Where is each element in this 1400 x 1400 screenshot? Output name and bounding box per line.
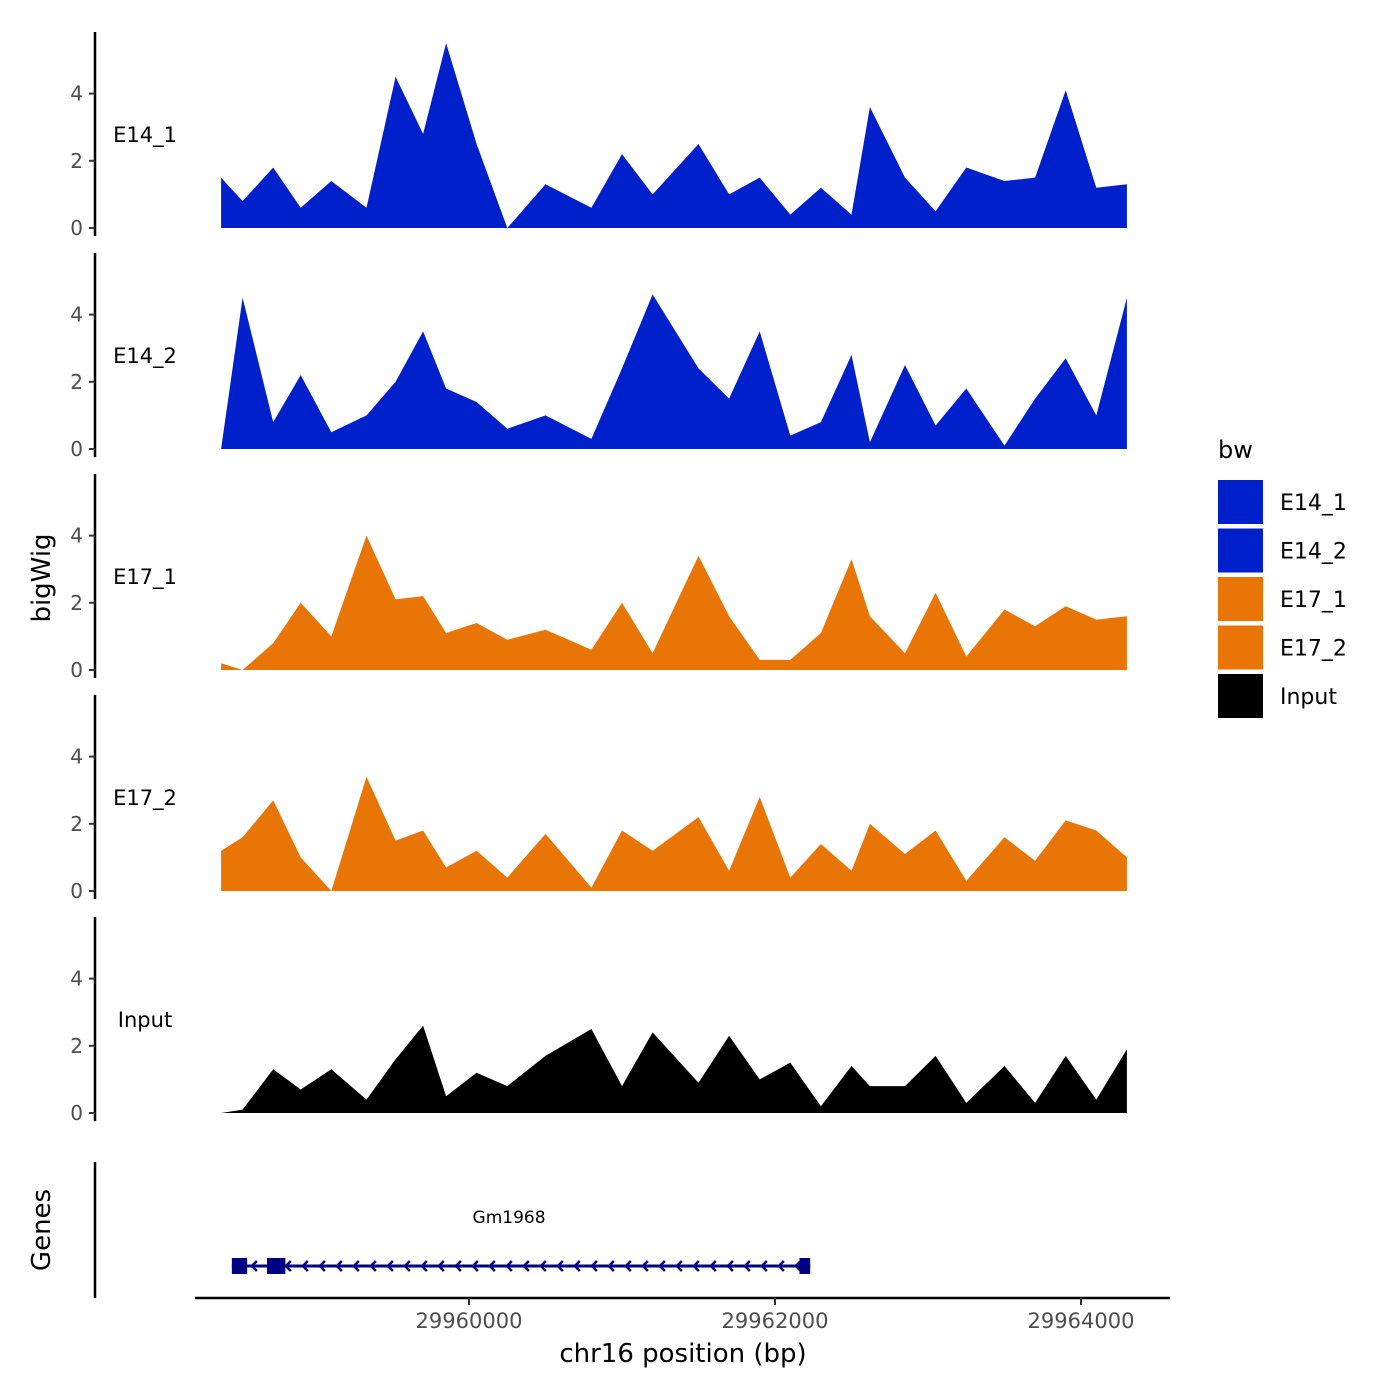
y-tick-label: 4 — [70, 745, 83, 769]
strand-arrow — [743, 1260, 751, 1272]
strand-arrow — [488, 1260, 496, 1272]
legend-label: E14_2 — [1280, 540, 1347, 565]
track-label: E17_1 — [113, 565, 177, 590]
strand-arrow — [505, 1260, 513, 1272]
y-tick-label: 0 — [70, 216, 83, 240]
strand-arrow — [760, 1260, 768, 1272]
x-tick-label: 29964000 — [1028, 1309, 1135, 1333]
strand-arrow — [437, 1260, 445, 1272]
strand-arrow — [675, 1260, 683, 1272]
y-tick-label: 2 — [70, 812, 83, 836]
y-tick-label: 4 — [70, 82, 83, 106]
legend-title: bw — [1218, 436, 1253, 464]
track-e17_2: 0 2 4 E17_2 — [70, 695, 1127, 903]
gene-exon — [267, 1258, 286, 1274]
legend-label: E17_2 — [1280, 637, 1347, 662]
strand-arrow — [454, 1260, 462, 1272]
gene-model: Gm1968 — [231, 1208, 811, 1274]
legend-key-input — [1218, 674, 1263, 718]
track-e14_2: 0 2 4 E14_2 — [70, 253, 1127, 461]
strand-arrow — [709, 1260, 717, 1272]
y-tick-label: 2 — [70, 1034, 83, 1058]
legend-key-e14_2 — [1218, 528, 1263, 573]
strand-arrow — [250, 1260, 258, 1272]
x-axis-title: chr16 position (bp) — [559, 1339, 806, 1369]
coverage-area-input — [221, 1025, 1127, 1113]
strand-arrow — [692, 1260, 700, 1272]
strand-arrow — [624, 1260, 632, 1272]
gene-exon — [231, 1258, 248, 1274]
coverage-area-e14_2 — [221, 294, 1127, 449]
strand-arrow — [318, 1260, 326, 1272]
strand-arrow — [369, 1260, 377, 1272]
strand-arrow — [352, 1260, 360, 1272]
y-tick-label: 0 — [70, 437, 83, 461]
y-tick-label: 2 — [70, 370, 83, 394]
genes-axis-title: Genes — [27, 1189, 57, 1271]
track-e17_1: 0 2 4 E17_1 — [70, 474, 1127, 682]
strand-arrow — [794, 1260, 802, 1272]
strand-arrow — [777, 1260, 785, 1272]
coverage-area-e17_1 — [221, 535, 1127, 670]
track-label: E14_1 — [113, 123, 177, 148]
strand-arrow — [641, 1260, 649, 1272]
legend-label: Input — [1280, 685, 1337, 710]
gene-exon — [799, 1258, 811, 1274]
x-tick-label: 29960000 — [416, 1309, 523, 1333]
y-tick-label: 2 — [70, 591, 83, 615]
track-panels: 0 2 4 E14_1 0 2 4 E14_2 0 2 4 E17_1 0 2 4 E17_2 0 2 4 Input — [70, 32, 1127, 1125]
x-tick-label: 29962000 — [722, 1309, 829, 1333]
y-tick-label: 4 — [70, 524, 83, 548]
coverage-area-e14_1 — [221, 43, 1127, 229]
track-label: E17_2 — [113, 786, 177, 811]
strand-arrow — [420, 1260, 428, 1272]
y-tick-label: 0 — [70, 658, 83, 682]
strand-arrow — [607, 1260, 615, 1272]
y-axis-title: bigWig — [27, 533, 57, 622]
strand-arrow — [301, 1260, 309, 1272]
gene-panel: Gm1968 — [93, 1162, 811, 1298]
x-axis: 29960000 29962000 29964000 — [195, 1296, 1170, 1333]
track-label: Input — [118, 1008, 172, 1032]
legend-key-e14_1 — [1218, 480, 1263, 524]
coverage-area-e17_2 — [221, 776, 1127, 891]
strand-arrow — [539, 1260, 547, 1272]
strand-arrow — [522, 1260, 530, 1272]
strand-arrow — [590, 1260, 598, 1272]
strand-arrow — [471, 1260, 479, 1272]
strand-arrow — [403, 1260, 411, 1272]
legend-label: E14_1 — [1280, 491, 1347, 516]
strand-arrow — [726, 1260, 734, 1272]
y-tick-label: 4 — [70, 967, 83, 991]
strand-arrow — [658, 1260, 666, 1272]
strand-arrow — [335, 1260, 343, 1272]
y-tick-label: 0 — [70, 1101, 83, 1125]
strand-arrow — [386, 1260, 394, 1272]
legend-key-e17_2 — [1218, 625, 1263, 670]
strand-arrow — [573, 1260, 581, 1272]
legend-label: E17_1 — [1280, 588, 1347, 613]
strand-arrow — [284, 1260, 292, 1272]
strand-arrow — [556, 1260, 564, 1272]
y-tick-label: 4 — [70, 303, 83, 327]
y-tick-label: 2 — [70, 149, 83, 173]
legend-key-e17_1 — [1218, 577, 1263, 621]
track-input: 0 2 4 Input — [70, 917, 1127, 1125]
track-label: E14_2 — [113, 344, 177, 369]
track-e14_1: 0 2 4 E14_1 — [70, 32, 1127, 240]
y-tick-label: 0 — [70, 879, 83, 903]
gene-name-label: Gm1968 — [473, 1208, 546, 1228]
legend: bw E14_1 E14_2 E17_1 E17_2 Input — [1218, 436, 1347, 718]
